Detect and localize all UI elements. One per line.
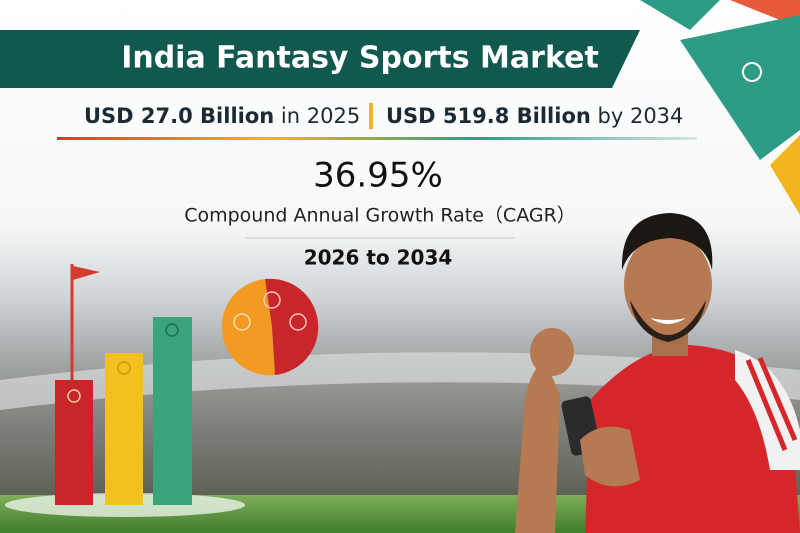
title-banner [0, 30, 640, 88]
hand [580, 426, 640, 487]
stadium-roof [0, 352, 800, 410]
bar-icon [67, 389, 81, 403]
decor-ball [742, 62, 762, 82]
end-period: by 2034 [598, 104, 684, 128]
bar-icon [117, 361, 131, 375]
decor-bar [105, 353, 143, 505]
raised-arm [515, 360, 560, 533]
beard [630, 300, 706, 342]
decor-bar [55, 380, 93, 505]
decor-triangle [770, 135, 800, 215]
pie-icon [233, 313, 251, 331]
market-size-end: USD 519.8 Billion by 2034 [386, 104, 683, 128]
cagr-label: Compound Annual Growth Rate（CAGR） [184, 205, 576, 227]
start-period: in 2025 [281, 104, 360, 128]
title: India Fantasy Sports Market [121, 41, 599, 76]
smile [650, 318, 686, 324]
color-stripe [57, 137, 697, 140]
fan-illustration [515, 213, 800, 533]
end-value: USD 519.8 Billion [386, 104, 591, 128]
fist [530, 328, 574, 376]
separator [369, 103, 373, 129]
sleeve-stripes [745, 357, 798, 451]
pie-icon [289, 313, 307, 331]
flag [73, 266, 100, 280]
bar-icon [165, 323, 179, 337]
decor-triangle [640, 0, 720, 30]
hair [621, 213, 713, 270]
face [624, 233, 712, 337]
cagr-value: 36.95% [313, 156, 443, 196]
decor-triangle [680, 15, 800, 160]
forecast-period: 2026 to 2034 [304, 246, 453, 270]
market-size-start: USD 27.0 Billion in 2025 [84, 104, 360, 128]
start-value: USD 27.0 Billion [84, 104, 274, 128]
decor-bar [153, 317, 192, 505]
pie-icon [263, 291, 281, 309]
